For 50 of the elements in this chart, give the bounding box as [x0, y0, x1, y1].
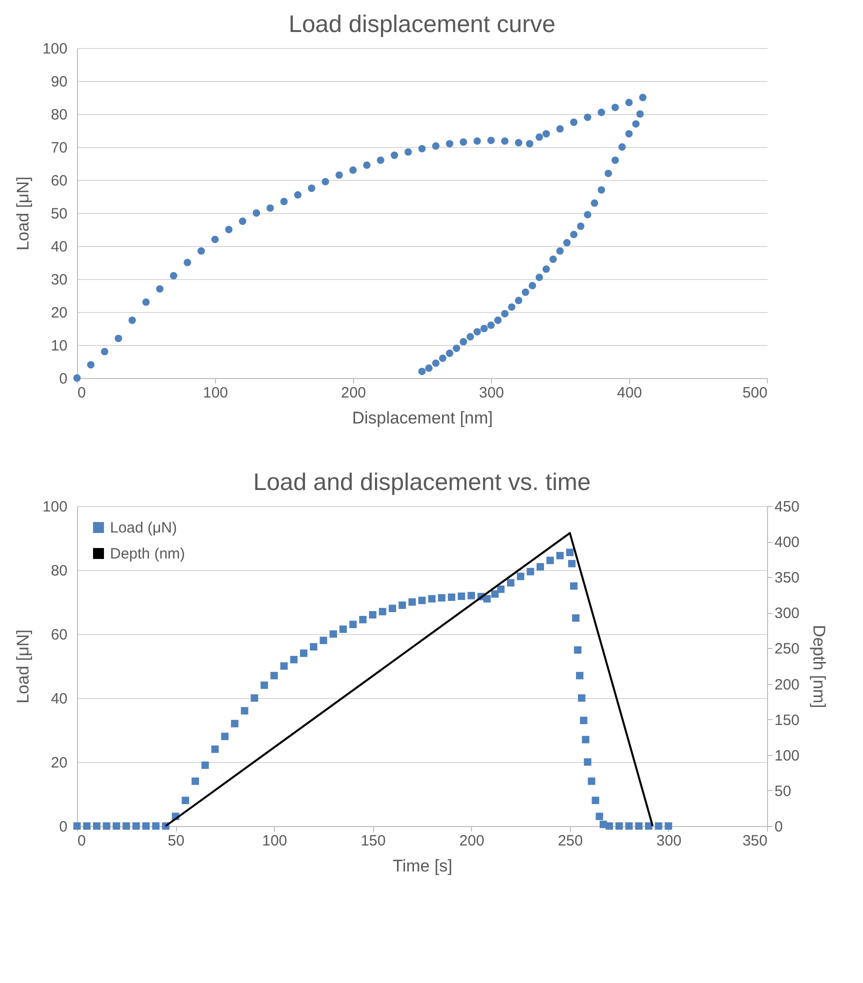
y-tick-label: 100	[42, 498, 68, 516]
x-tick-label: 400	[616, 384, 642, 402]
y-tick-label: 20	[50, 304, 68, 322]
x-axis-title: Time [s]	[392, 856, 452, 876]
y-tick-label: 70	[50, 140, 68, 156]
x-tick-label: 300	[478, 384, 504, 402]
x-tick-label: 100	[262, 832, 288, 850]
y-tick-label: 60	[50, 172, 68, 190]
y2-tick-label: 400	[774, 534, 800, 552]
y-tick-label: 80	[50, 106, 68, 124]
x-tick-label: 200	[340, 384, 366, 402]
y-axis-title: Load [μN]	[13, 629, 32, 704]
y-tick-label: 90	[50, 74, 68, 90]
y2-tick-label: 250	[774, 640, 800, 658]
y-tick-label: 60	[50, 626, 68, 644]
x-tick-label: 150	[360, 832, 386, 850]
y2-tick-label: 350	[774, 570, 800, 587]
x-tick-label: 500	[742, 384, 768, 402]
y-tick-label: 10	[50, 338, 68, 354]
y2-tick-label: 0	[774, 818, 783, 836]
x-axis-title: Displacement [nm]	[352, 408, 493, 428]
y2-axis-title: Depth [nm]	[810, 624, 829, 708]
x-tick-label: 350	[742, 832, 768, 850]
x-tick-label: 250	[558, 832, 583, 850]
y2-tick-label: 50	[774, 782, 792, 800]
y-tick-label: 80	[50, 562, 68, 580]
y2-tick-label: 100	[774, 747, 800, 764]
x-tick-label: 50	[168, 832, 184, 850]
legend-label: Load (μN)	[110, 520, 178, 536]
y2-tick-label: 300	[774, 605, 800, 622]
x-tick-label: 300	[656, 832, 682, 850]
y-tick-label: 0	[59, 818, 68, 836]
y-tick-label: 100	[42, 40, 68, 58]
y-tick-label: 0	[59, 370, 68, 388]
y-axis-title: Load [μN]	[13, 176, 32, 251]
legend-label: Depth (nm)	[110, 546, 186, 562]
y2-tick-label: 450	[774, 498, 800, 516]
x-tick-label: 0	[78, 832, 86, 850]
x-tick-label: 200	[459, 832, 484, 850]
x-tick-label: 100	[202, 384, 228, 402]
y-tick-label: 40	[50, 238, 68, 256]
y2-tick-label: 200	[774, 676, 800, 694]
chart-title: Load and displacement vs. time	[253, 469, 591, 496]
y-tick-label: 50	[50, 206, 68, 222]
y-tick-label: 40	[50, 690, 68, 708]
y-tick-label: 20	[50, 754, 68, 772]
y2-tick-label: 150	[774, 712, 800, 729]
x-tick-label: 0	[78, 384, 86, 402]
chart-title: Load displacement curve	[288, 11, 556, 38]
y-tick-label: 30	[50, 272, 68, 288]
